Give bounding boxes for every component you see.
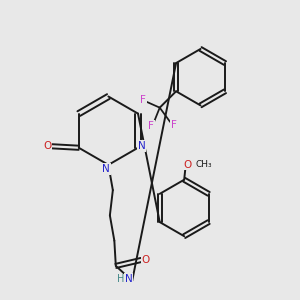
Text: F: F [171,121,177,130]
Text: O: O [142,255,150,265]
Text: CH₃: CH₃ [195,160,212,169]
Text: O: O [43,141,51,151]
Text: F: F [148,121,154,131]
Text: N: N [102,164,110,174]
Text: H: H [117,274,124,284]
Text: N: N [138,141,146,151]
Text: N: N [125,274,133,284]
Text: O: O [183,160,191,170]
Text: F: F [140,95,146,105]
